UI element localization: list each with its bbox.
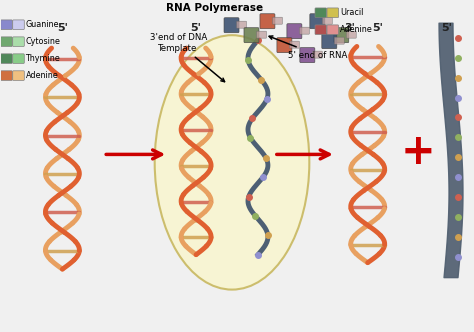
FancyBboxPatch shape [310, 14, 325, 29]
FancyBboxPatch shape [260, 14, 275, 29]
FancyBboxPatch shape [315, 8, 327, 18]
Ellipse shape [155, 35, 310, 290]
FancyBboxPatch shape [290, 41, 300, 48]
FancyBboxPatch shape [224, 18, 239, 33]
Text: Uracil: Uracil [340, 8, 363, 17]
Text: 5': 5' [372, 23, 383, 33]
Text: 3'end of DNA
Template: 3'end of DNA Template [149, 33, 225, 82]
Text: Cytosine: Cytosine [26, 37, 60, 46]
Text: Adenine: Adenine [340, 25, 373, 34]
FancyBboxPatch shape [13, 37, 24, 46]
FancyBboxPatch shape [273, 17, 283, 24]
FancyBboxPatch shape [237, 21, 246, 28]
FancyBboxPatch shape [334, 28, 349, 43]
FancyBboxPatch shape [322, 17, 332, 24]
Text: 5': 5' [57, 23, 68, 33]
FancyBboxPatch shape [13, 20, 24, 30]
FancyBboxPatch shape [322, 34, 337, 49]
Text: Thymine: Thymine [26, 54, 60, 63]
Text: 5': 5' [191, 23, 201, 33]
FancyBboxPatch shape [256, 31, 266, 38]
Text: RNA Polymerase: RNA Polymerase [166, 3, 264, 13]
FancyBboxPatch shape [13, 54, 24, 63]
Text: Guanine: Guanine [26, 20, 59, 29]
FancyBboxPatch shape [287, 24, 302, 39]
FancyBboxPatch shape [300, 48, 315, 63]
FancyBboxPatch shape [300, 27, 310, 34]
FancyBboxPatch shape [1, 71, 12, 80]
FancyBboxPatch shape [346, 31, 356, 38]
Text: 3': 3' [344, 23, 355, 33]
FancyBboxPatch shape [334, 37, 344, 44]
Text: 5': 5' [441, 23, 452, 33]
FancyBboxPatch shape [315, 25, 327, 35]
Text: 5' end of RNA: 5' end of RNA [269, 36, 347, 60]
FancyBboxPatch shape [1, 20, 12, 30]
FancyBboxPatch shape [327, 8, 338, 18]
FancyBboxPatch shape [13, 71, 24, 80]
FancyBboxPatch shape [327, 25, 338, 35]
FancyBboxPatch shape [1, 37, 12, 46]
FancyBboxPatch shape [277, 38, 292, 53]
Text: +: + [400, 131, 435, 173]
FancyBboxPatch shape [312, 51, 322, 58]
FancyBboxPatch shape [244, 28, 259, 43]
FancyBboxPatch shape [1, 54, 12, 63]
Text: Adenine: Adenine [26, 71, 58, 80]
